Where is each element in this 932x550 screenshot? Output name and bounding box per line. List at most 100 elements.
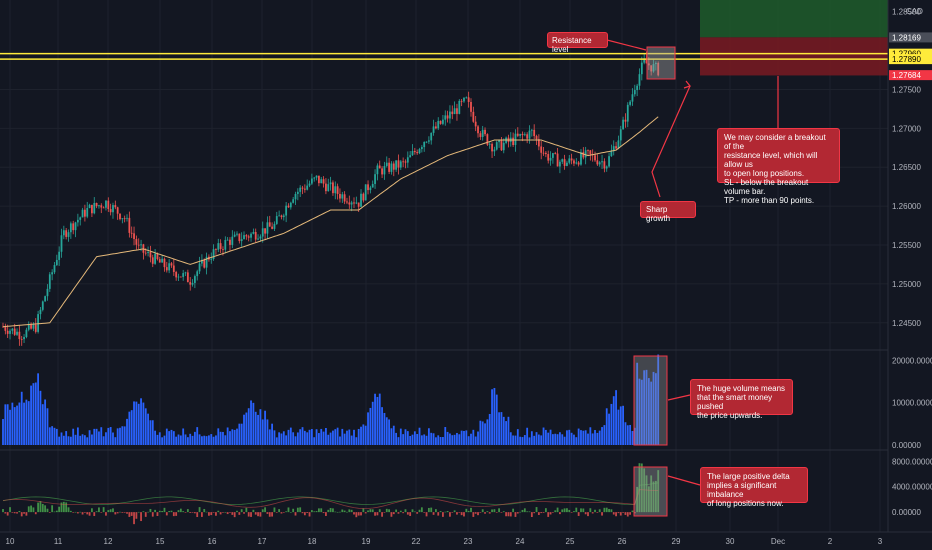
delta-bar bbox=[158, 510, 161, 513]
volume-bar bbox=[596, 432, 599, 445]
candle-body bbox=[552, 153, 554, 158]
candle-body bbox=[168, 263, 171, 271]
candle-body bbox=[20, 339, 23, 340]
price-tag bbox=[889, 70, 932, 81]
volume-tick-label: 0.00000 bbox=[892, 441, 921, 450]
volume-bar bbox=[116, 428, 119, 445]
candle-body bbox=[27, 324, 30, 330]
candle-body bbox=[261, 228, 264, 237]
candle-body bbox=[650, 65, 653, 72]
delta-bar bbox=[552, 512, 554, 513]
annotation-huge-volume[interactable]: The huge volume means that the smart mon… bbox=[690, 379, 793, 420]
volume-bar bbox=[360, 426, 362, 445]
delta-bar bbox=[135, 512, 138, 519]
candle-body bbox=[446, 115, 449, 119]
volume-bar bbox=[301, 427, 304, 445]
delta-bar bbox=[172, 512, 175, 517]
delta-bar bbox=[233, 512, 236, 518]
volume-bar bbox=[435, 437, 437, 445]
delta-bar bbox=[51, 505, 54, 513]
volume-bar bbox=[638, 378, 641, 445]
candle-body bbox=[34, 324, 37, 332]
delta-bar bbox=[203, 508, 206, 513]
volume-bar bbox=[217, 428, 220, 445]
delta-bar bbox=[594, 509, 596, 513]
candle-body bbox=[172, 265, 175, 272]
volume-bar bbox=[140, 398, 142, 445]
volume-bar bbox=[594, 430, 596, 445]
volume-bar bbox=[334, 429, 337, 445]
candle-body bbox=[222, 248, 224, 250]
volume-bar bbox=[112, 432, 114, 445]
delta-bar bbox=[512, 508, 515, 513]
candle-body bbox=[556, 153, 559, 167]
volume-bar bbox=[388, 419, 390, 445]
delta-bar bbox=[264, 507, 266, 513]
delta-bar bbox=[79, 511, 82, 513]
candle-body bbox=[257, 238, 259, 240]
candle-body bbox=[69, 223, 72, 233]
annotation-sharp-growth[interactable]: Sharp growth bbox=[640, 201, 696, 223]
volume-bar bbox=[23, 402, 25, 445]
delta-bar bbox=[175, 512, 178, 516]
candle-body bbox=[636, 85, 639, 91]
volume-bar bbox=[144, 408, 147, 445]
x-tick-label: 3 bbox=[878, 537, 883, 546]
candle-body bbox=[383, 165, 386, 175]
volume-bar bbox=[219, 431, 222, 445]
candle-body bbox=[163, 258, 166, 268]
candle-body bbox=[280, 215, 283, 218]
annotation-resistance-level[interactable]: Resistance level bbox=[547, 32, 608, 54]
delta-bar bbox=[418, 509, 421, 513]
candle-body bbox=[537, 139, 540, 147]
candle-body bbox=[336, 186, 339, 194]
candle-body bbox=[198, 263, 201, 272]
candle-body bbox=[296, 191, 299, 194]
delta-bar bbox=[360, 512, 362, 516]
delta-bar bbox=[481, 509, 484, 513]
volume-bar bbox=[55, 428, 58, 445]
volume-bar bbox=[81, 434, 84, 445]
candle-body bbox=[374, 174, 376, 184]
candle-body bbox=[418, 149, 421, 154]
candle-body bbox=[60, 235, 63, 252]
candle-body bbox=[313, 177, 316, 179]
candle-body bbox=[259, 236, 262, 239]
delta-bar bbox=[444, 511, 447, 513]
candle-body bbox=[306, 185, 309, 190]
volume-bar bbox=[516, 429, 519, 445]
candle-body bbox=[610, 151, 613, 157]
candle-body bbox=[622, 119, 624, 130]
delta-bar bbox=[556, 507, 559, 513]
candle-body bbox=[647, 63, 650, 66]
delta-bar bbox=[163, 507, 166, 513]
volume-bar bbox=[191, 435, 194, 445]
delta-bar bbox=[348, 509, 351, 513]
delta-bar bbox=[573, 511, 575, 513]
delta-bar bbox=[212, 512, 215, 513]
volume-bar bbox=[617, 409, 620, 445]
volume-bar bbox=[91, 434, 93, 445]
candle-body bbox=[643, 58, 646, 63]
volume-bar bbox=[9, 409, 11, 445]
delta-bar bbox=[41, 503, 44, 513]
annotation-positive-delta[interactable]: The large positive delta implies a signi… bbox=[700, 467, 808, 508]
delta-bar bbox=[631, 510, 634, 513]
volume-bar bbox=[327, 434, 330, 445]
delta-bar bbox=[98, 507, 100, 513]
annotation-breakout-plan[interactable]: We may consider a breakout of the resist… bbox=[717, 128, 840, 205]
volume-bar bbox=[512, 435, 515, 445]
candle-body bbox=[273, 223, 276, 229]
annotation-text: We may consider a breakout of the resist… bbox=[724, 133, 826, 205]
delta-bar bbox=[530, 512, 533, 518]
delta-bar bbox=[34, 512, 37, 515]
volume-bar bbox=[540, 435, 543, 445]
delta-bar bbox=[318, 508, 320, 513]
delta-bar bbox=[544, 508, 547, 513]
volume-bar bbox=[170, 429, 173, 445]
candle-body bbox=[633, 90, 636, 95]
volume-bar bbox=[566, 430, 568, 445]
candle-body bbox=[91, 204, 93, 214]
volume-bar bbox=[95, 428, 98, 445]
